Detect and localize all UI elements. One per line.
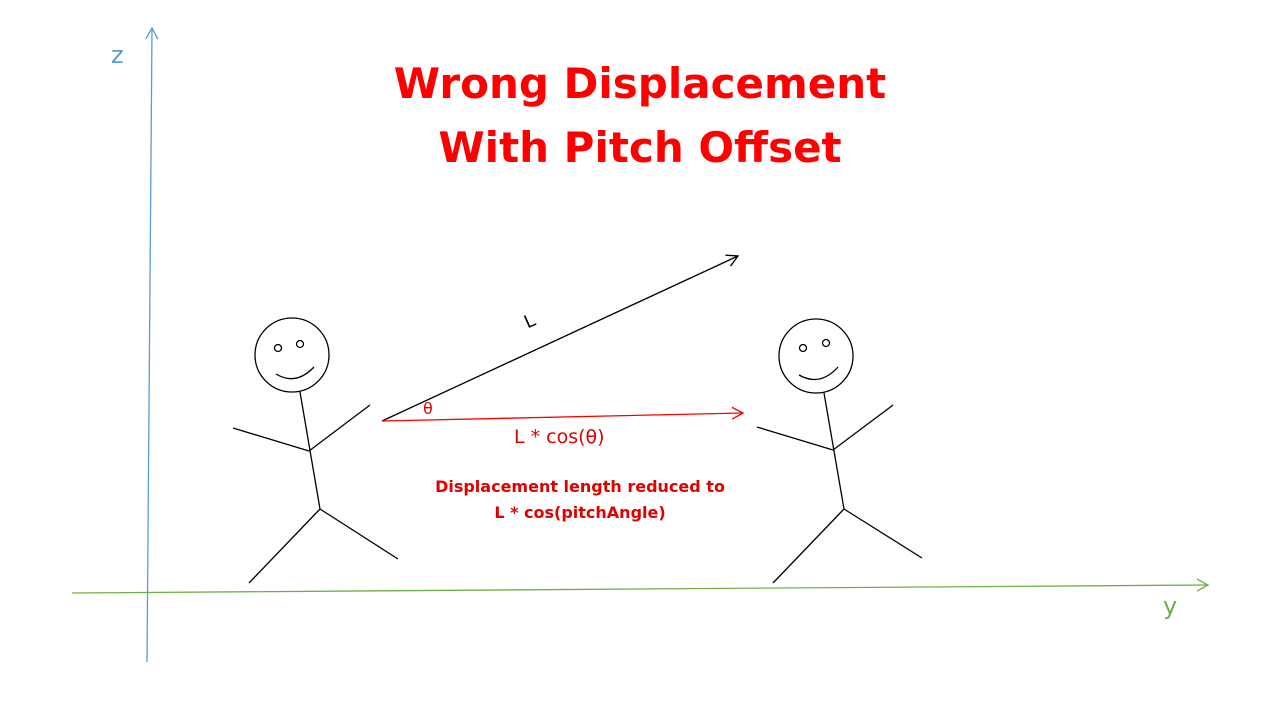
left-leg-right (319, 508, 399, 560)
right-arm-left (756, 426, 834, 451)
projection-vector-arrow (381, 406, 745, 422)
title-line-1: Wrong Displacement (393, 59, 887, 108)
angle-label: θ (423, 399, 433, 418)
right-smile (798, 366, 839, 381)
left-arm-right (308, 404, 371, 452)
right-eye-left (798, 343, 808, 353)
right-leg-right (843, 508, 923, 559)
right-head (778, 318, 854, 394)
right-arm-right (832, 404, 894, 451)
left-head (254, 317, 330, 393)
right-body (823, 392, 845, 510)
projection-label: L * cos(θ) (514, 426, 605, 448)
y-axis-label: y (1163, 592, 1178, 620)
right-eye-right (821, 338, 831, 348)
left-leg-left (248, 508, 321, 584)
z-axis-line (145, 26, 159, 663)
y-axis-line (71, 578, 1210, 594)
left-eye-right (295, 339, 305, 349)
left-eye-left (273, 343, 283, 353)
left-smile (275, 366, 315, 380)
note-line-2: L * cos(pitchAngle) (494, 503, 666, 522)
right-leg-left (772, 508, 845, 584)
right-stick-figure (756, 318, 923, 584)
left-stick-figure (232, 317, 399, 584)
length-vector-arrow (381, 254, 740, 422)
left-arm-left (232, 427, 310, 452)
note-line-1: Displacement length reduced to (435, 477, 725, 496)
title-line-2: With Pitch Offset (438, 123, 842, 172)
z-axis-label: z (111, 41, 124, 69)
